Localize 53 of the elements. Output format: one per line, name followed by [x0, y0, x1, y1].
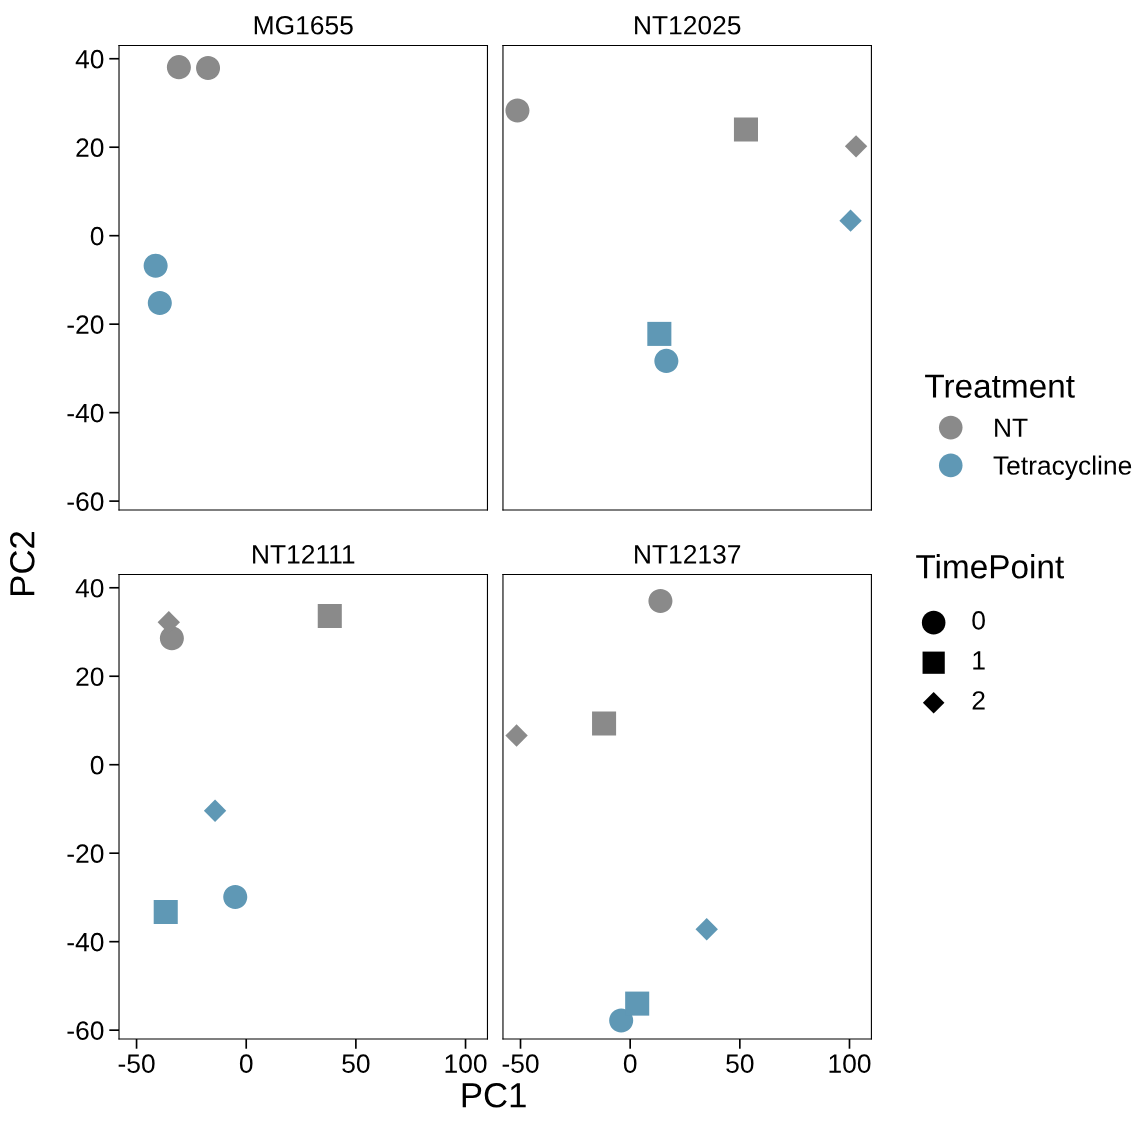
y-tick-label: -20 — [67, 315, 104, 334]
y-tick-label: -40 — [67, 932, 104, 952]
point — [147, 290, 172, 315]
y-tick-label: -40 — [67, 403, 104, 423]
legend-label: NT — [995, 418, 1028, 437]
text: 0 — [972, 611, 985, 630]
x-tick-label: 100 — [829, 1054, 871, 1073]
x-tick-label: 100 — [445, 1054, 487, 1073]
legend-title: Treatment — [925, 374, 1075, 398]
chart-title: NT12111 — [253, 544, 355, 564]
point — [733, 117, 758, 142]
point — [839, 209, 862, 232]
y-tick-label: 40 — [75, 49, 104, 69]
y-tick-label: 0 — [90, 755, 104, 775]
y-tick-label: 20 — [76, 138, 104, 158]
y-tick-label: -20 — [67, 844, 104, 864]
point — [505, 98, 530, 123]
point — [223, 884, 248, 910]
point — [592, 711, 617, 736]
point — [648, 589, 673, 614]
chart-title: MG1655 — [254, 15, 353, 35]
y-tick-label: -60 — [67, 492, 104, 511]
y-tick-label: 40 — [75, 578, 104, 598]
x-tick-label: 0 — [239, 1054, 253, 1073]
point — [609, 1008, 634, 1033]
legend-label: Tetracycline — [993, 455, 1132, 481]
point — [654, 348, 679, 373]
point — [844, 135, 868, 158]
point — [625, 991, 650, 1016]
point — [647, 321, 672, 346]
x-tick-label: -50 — [502, 1054, 539, 1073]
x-tick-label: 0 — [623, 1054, 637, 1073]
y-tick-label: 0 — [90, 226, 104, 246]
x-tick-label: 50 — [342, 1054, 370, 1073]
y-tick-label: 20 — [76, 667, 104, 687]
point — [153, 900, 178, 925]
text: 1 — [973, 651, 985, 670]
y-axis-title: PC2 — [10, 531, 35, 595]
point — [203, 799, 227, 822]
point — [143, 253, 168, 278]
x-tick-label: 50 — [726, 1054, 754, 1073]
text: TimePoint — [916, 554, 1064, 579]
point — [695, 918, 718, 941]
point — [166, 55, 191, 80]
chart-title: NT12137 — [635, 544, 741, 564]
point — [196, 55, 221, 81]
y-tick-label: -60 — [67, 1021, 104, 1040]
text: 2 — [972, 691, 985, 710]
x-axis-title: PC1 — [462, 1083, 526, 1108]
chart-title: NT12025 — [635, 15, 741, 35]
point — [317, 604, 342, 629]
x-tick-label: -50 — [118, 1054, 155, 1073]
point — [505, 724, 528, 747]
